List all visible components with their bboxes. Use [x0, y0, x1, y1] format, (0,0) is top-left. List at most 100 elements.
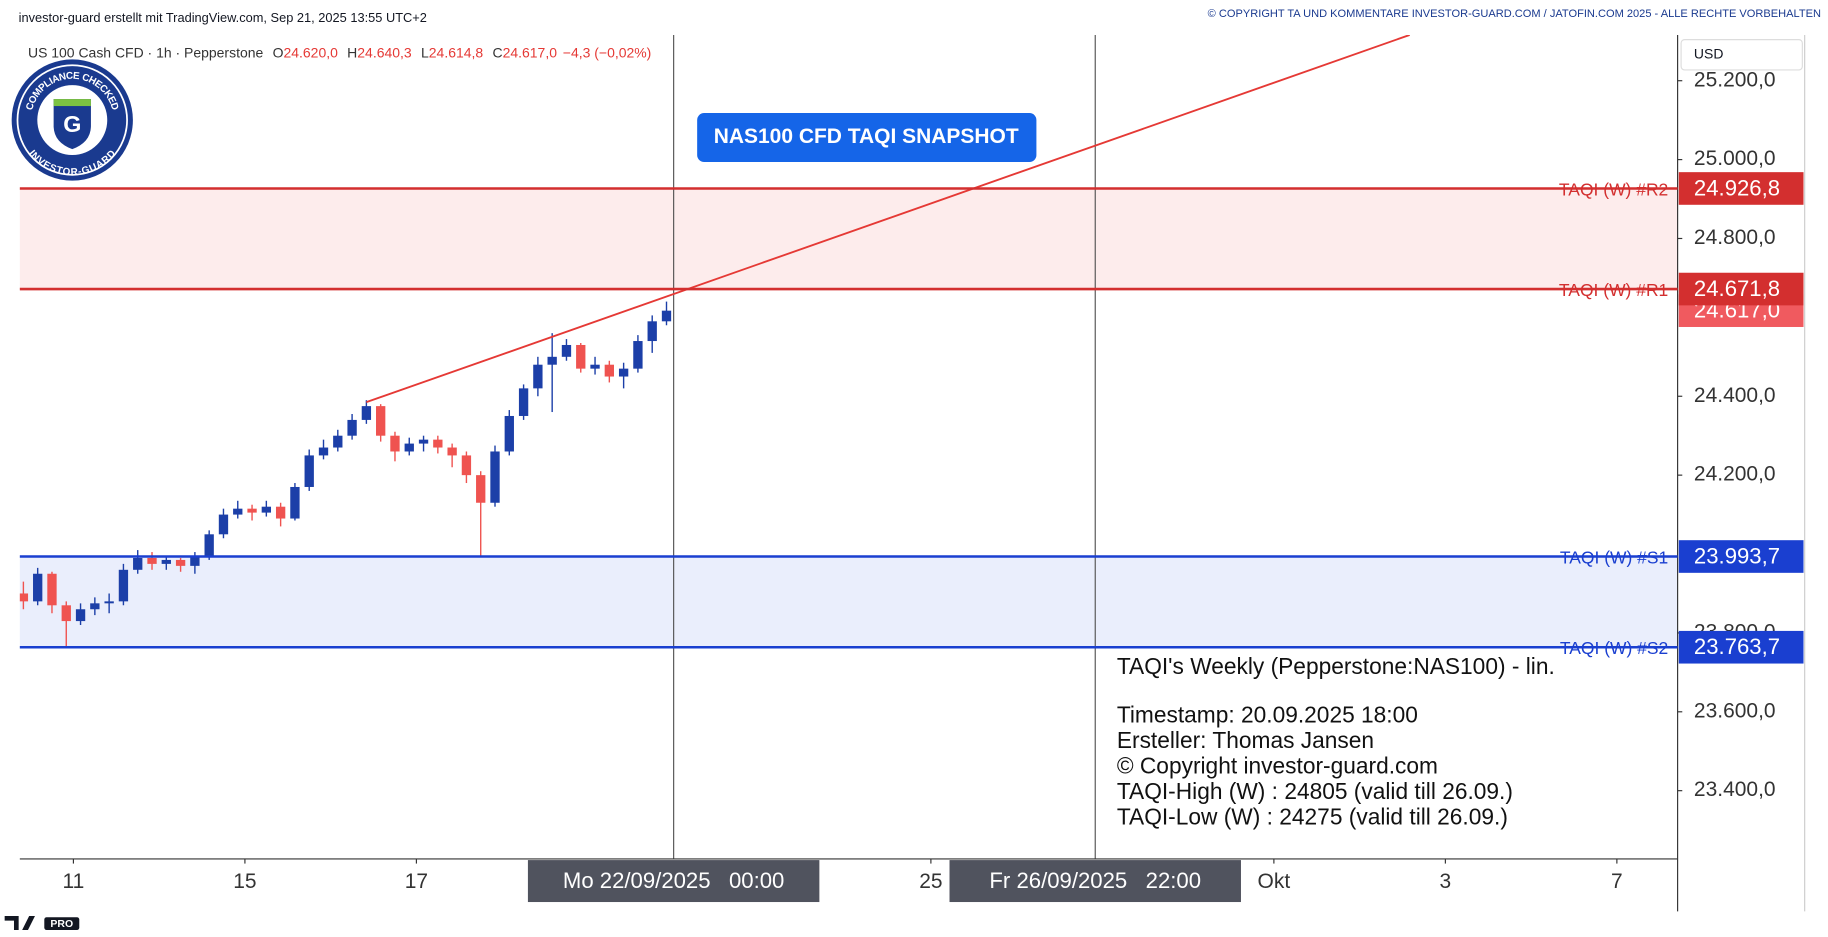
currency: USD [1694, 45, 1724, 61]
marker-label: Mo 22/09/2025 00:00 [563, 868, 784, 893]
level-price-label-box [1678, 172, 1804, 205]
candle-body [447, 447, 457, 456]
candle-body [418, 439, 429, 444]
candle-body [376, 406, 386, 436]
y-tick-label: 24.800,0 [1694, 226, 1776, 249]
y-tick-label: 23.600,0 [1694, 699, 1776, 722]
candle-body [333, 435, 343, 448]
candle-body [33, 573, 43, 602]
level-price-label: 24.671,8 [1694, 276, 1780, 301]
candle-body [361, 406, 372, 420]
candle-body [47, 573, 57, 606]
header-left: investor-guard erstellt mit TradingView.… [19, 10, 427, 25]
zones [19, 188, 1678, 648]
title-box [697, 113, 1037, 162]
legend-part: 24.614,8 [429, 44, 484, 60]
note-line: TAQI-High (W) : 24805 (valid till 26.09.… [1117, 778, 1513, 804]
candle-body [576, 344, 586, 369]
level-price-label: 23.763,7 [1694, 634, 1780, 659]
y-tick-label: 25.200,0 [1694, 68, 1776, 91]
candle-body [561, 344, 572, 357]
candle-body [275, 506, 286, 519]
badge-ring-inner [16, 64, 128, 176]
marker-label: Fr 26/09/2025 22:00 [989, 868, 1201, 893]
resistance-zone [19, 188, 1678, 290]
x-tick-label: 15 [233, 870, 256, 893]
candle-body [476, 475, 486, 503]
badge-shield-top [53, 99, 91, 107]
candle-body [175, 559, 186, 566]
badge: G COMPLIANCE CHECKED INVESTOR-GUARD [11, 59, 133, 181]
candle-body [90, 603, 100, 610]
legend-part: H [347, 44, 357, 60]
level-price-label: 23.993,7 [1694, 544, 1780, 569]
candle-body [604, 364, 614, 377]
candle-body [347, 419, 357, 436]
x-tick-label: 11 [63, 870, 85, 893]
note-line: TAQI's Weekly (Pepperstone:NAS100) - lin… [1117, 653, 1555, 679]
y-tick-label: 24.200,0 [1694, 463, 1776, 486]
candle-body [233, 508, 243, 515]
level-price-label-box [1678, 272, 1804, 306]
level-price-label: 24.926,8 [1694, 175, 1780, 200]
candle-body [647, 321, 657, 342]
candle-body [504, 415, 514, 452]
tv-logo: PRO [4, 916, 80, 931]
badge-shield [53, 99, 91, 150]
tv-logo-mark [4, 916, 35, 931]
candle-body [590, 364, 600, 369]
candle-body [533, 364, 543, 389]
x-tick-label: 17 [405, 870, 428, 893]
plot [19, 34, 1410, 859]
level-price-label-box [1678, 540, 1804, 573]
candle-body [19, 593, 29, 602]
candle-body [547, 356, 557, 365]
candle-body [261, 506, 272, 513]
legend-part: L [421, 44, 429, 60]
candle-body [204, 534, 214, 556]
chart-title: NAS100 CFD TAQI SNAPSHOT [714, 125, 1019, 148]
legend-part: C [492, 44, 502, 60]
candle-body [618, 368, 629, 377]
candle-body [518, 388, 529, 416]
level-price-label-box [1678, 630, 1804, 664]
legend-part: O [273, 44, 284, 60]
x-tick-label: 7 [1611, 870, 1623, 893]
level-name: TAQI (W) #S2 [1560, 638, 1668, 658]
tv-pro-box [44, 917, 80, 931]
level-name: TAQI (W) #R2 [1559, 179, 1668, 199]
legend-part: 24.620,0 [283, 44, 338, 60]
candle-body [247, 508, 257, 513]
candle-body [190, 555, 200, 566]
legend-part: US 100 Cash CFD · 1h · Pepperstone [28, 44, 264, 60]
candle-body [118, 569, 129, 602]
support-zone [19, 556, 1678, 648]
candle-body [661, 310, 672, 322]
x-tick-label: 3 [1440, 870, 1452, 893]
note-line: TAQI-Low (W) : 24275 (valid till 26.09.) [1117, 803, 1508, 829]
candle-body [104, 601, 114, 604]
candle-body [161, 559, 171, 564]
x-tick-label: 25 [919, 870, 942, 893]
badge-logo: G [63, 111, 81, 137]
candle-body [75, 609, 86, 622]
y-tick-label: 24.400,0 [1694, 384, 1776, 407]
legend-part: −4,3 (−0,02%) [563, 44, 652, 60]
candle-body [290, 486, 300, 519]
marker-label-box [949, 860, 1241, 903]
candle-body [404, 443, 414, 452]
note-line: © Copyright investor-guard.com [1117, 753, 1438, 779]
legend-part: 24.617,0 [503, 44, 558, 60]
marker-label-box [527, 860, 820, 903]
candle-body [461, 455, 472, 476]
header-right: © COPYRIGHT TA UND KOMMENTARE INVESTOR-G… [1208, 8, 1821, 20]
y-tick-label: 25.000,0 [1694, 147, 1776, 170]
candle-body [218, 514, 229, 535]
y-tick-label: 23.400,0 [1694, 778, 1776, 801]
candle-body [304, 455, 314, 487]
candle-body [318, 447, 329, 456]
candle-body [133, 557, 143, 570]
legend-part: 24.640,3 [357, 44, 412, 60]
